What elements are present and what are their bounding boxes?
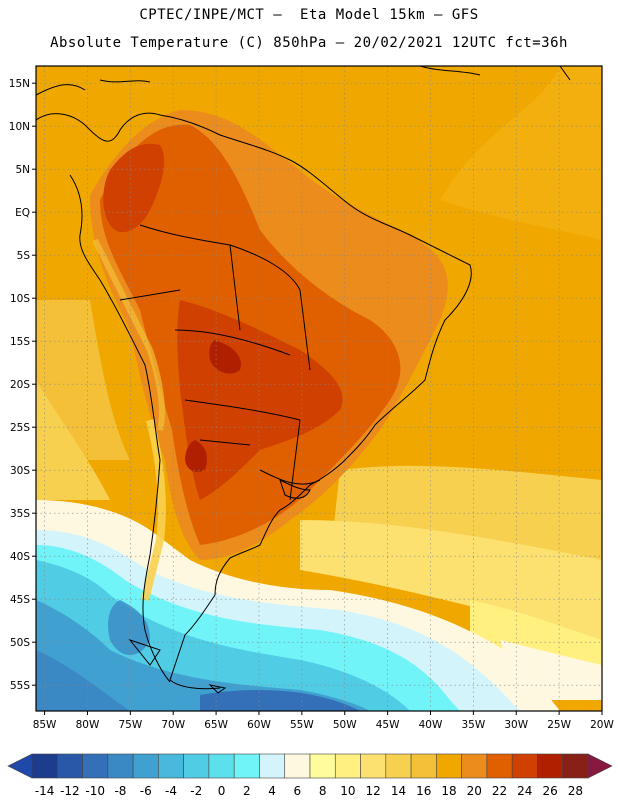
colorbar-swatch bbox=[158, 753, 184, 779]
colorbar-label: 0 bbox=[218, 784, 226, 798]
latitude-label: 20S bbox=[10, 379, 30, 391]
colorbar-label: -10 bbox=[85, 784, 105, 798]
colorbar-label: -12 bbox=[60, 784, 80, 798]
latitude-label: 55S bbox=[10, 680, 30, 692]
colorbar-label: -6 bbox=[140, 784, 152, 798]
colorbar-label: 26 bbox=[542, 784, 557, 798]
latitude-label: 5N bbox=[15, 164, 30, 176]
colorbar-swatch bbox=[208, 753, 235, 779]
colorbar-label: 20 bbox=[467, 784, 482, 798]
longitude-label: 30W bbox=[504, 719, 528, 731]
colorbar-label: -8 bbox=[114, 784, 126, 798]
colorbar-label: 24 bbox=[517, 784, 532, 798]
colorbar-label: 12 bbox=[366, 784, 381, 798]
colorbar-swatch bbox=[436, 753, 462, 779]
temperature-colorbar: -14 -12 -10 -8 -6 -4 -2 0 2 4 6 8 10 12 14 16 18 20 22 24 26… bbox=[7, 753, 613, 798]
colorbar-swatch bbox=[537, 753, 564, 779]
colorbar-swatch bbox=[56, 753, 83, 779]
longitude-label: 45W bbox=[376, 719, 400, 731]
longitude-label: 25W bbox=[547, 719, 571, 731]
colorbar-label: 28 bbox=[568, 784, 583, 798]
latitude-axis: 15N 10N 5N EQ 5S 10S 15S 20S 25S 30S 35S 40S 45S 50S 5… bbox=[9, 78, 36, 692]
longitude-label: 35W bbox=[461, 719, 485, 731]
colorbar-swatch bbox=[511, 753, 538, 779]
temperature-field bbox=[36, 66, 602, 711]
latitude-label: 40S bbox=[10, 551, 30, 563]
colorbar-label: 16 bbox=[416, 784, 431, 798]
latitude-label: 45S bbox=[10, 594, 30, 606]
colorbar-swatch bbox=[309, 753, 336, 779]
colorbar-swatch bbox=[107, 753, 134, 779]
colorbar-label: 8 bbox=[319, 784, 327, 798]
colorbar-label: 18 bbox=[441, 784, 456, 798]
longitude-label: 70W bbox=[161, 719, 185, 731]
map-title: CPTEC/INPE/MCT – Eta Model 15km – GFS bbox=[139, 7, 479, 23]
colorbar-high-arrow bbox=[587, 753, 613, 779]
colorbar-label: -4 bbox=[165, 784, 177, 798]
map-frame bbox=[35, 65, 603, 712]
colorbar-label: 6 bbox=[294, 784, 302, 798]
longitude-label: 50W bbox=[333, 719, 357, 731]
colorbar-label: 10 bbox=[340, 784, 355, 798]
latitude-label: 35S bbox=[10, 508, 30, 520]
latitude-label: 10S bbox=[10, 293, 30, 305]
colorbar-swatch bbox=[385, 753, 412, 779]
colorbar-label: 4 bbox=[268, 784, 276, 798]
colorbar-swatch bbox=[259, 753, 286, 779]
latitude-label: 5S bbox=[17, 250, 31, 262]
latitude-label: 25S bbox=[10, 422, 30, 434]
longitude-label: 80W bbox=[76, 719, 100, 731]
longitude-label: 65W bbox=[204, 719, 228, 731]
colorbar-swatch bbox=[183, 753, 210, 779]
longitude-label: 55W bbox=[290, 719, 314, 731]
colorbar-swatch bbox=[410, 753, 437, 779]
colorbar-swatch bbox=[334, 753, 361, 779]
colorbar-swatch bbox=[31, 753, 58, 779]
colorbar-label: 14 bbox=[391, 784, 406, 798]
colorbar-label: 2 bbox=[243, 784, 251, 798]
colorbar-swatch bbox=[486, 753, 513, 779]
colorbar-swatch bbox=[82, 753, 109, 779]
colorbar-swatch bbox=[284, 753, 311, 779]
map-subtitle: Absolute Temperature (C) 850hPa – 20/02/… bbox=[50, 35, 568, 51]
longitude-label: 60W bbox=[247, 719, 271, 731]
latitude-label: 10N bbox=[9, 121, 30, 133]
latitude-label: EQ bbox=[15, 207, 30, 219]
latitude-label: 30S bbox=[10, 465, 30, 477]
longitude-label: 75W bbox=[118, 719, 142, 731]
colorbar-swatch bbox=[562, 753, 589, 779]
colorbar-swatch bbox=[360, 753, 387, 779]
latitude-label: 15S bbox=[10, 336, 30, 348]
longitude-label: 40W bbox=[419, 719, 443, 731]
coastlines bbox=[36, 66, 571, 694]
longitude-label: 20W bbox=[590, 719, 614, 731]
colorbar-label: 22 bbox=[492, 784, 507, 798]
colorbar-label: -14 bbox=[35, 784, 55, 798]
longitude-label: 85W bbox=[33, 719, 57, 731]
colorbar-low-arrow bbox=[7, 753, 33, 779]
longitude-axis: 85W 80W 75W 70W 65W 60W 55W 50W 45W 40W 35W 30W 25W 2… bbox=[33, 711, 614, 731]
colorbar-swatch bbox=[233, 753, 260, 779]
colorbar-swatch bbox=[461, 753, 488, 779]
colorbar-label: -2 bbox=[190, 784, 202, 798]
latitude-label: 50S bbox=[10, 637, 30, 649]
colorbar-swatch bbox=[132, 753, 159, 779]
latitude-label: 15N bbox=[9, 78, 30, 90]
